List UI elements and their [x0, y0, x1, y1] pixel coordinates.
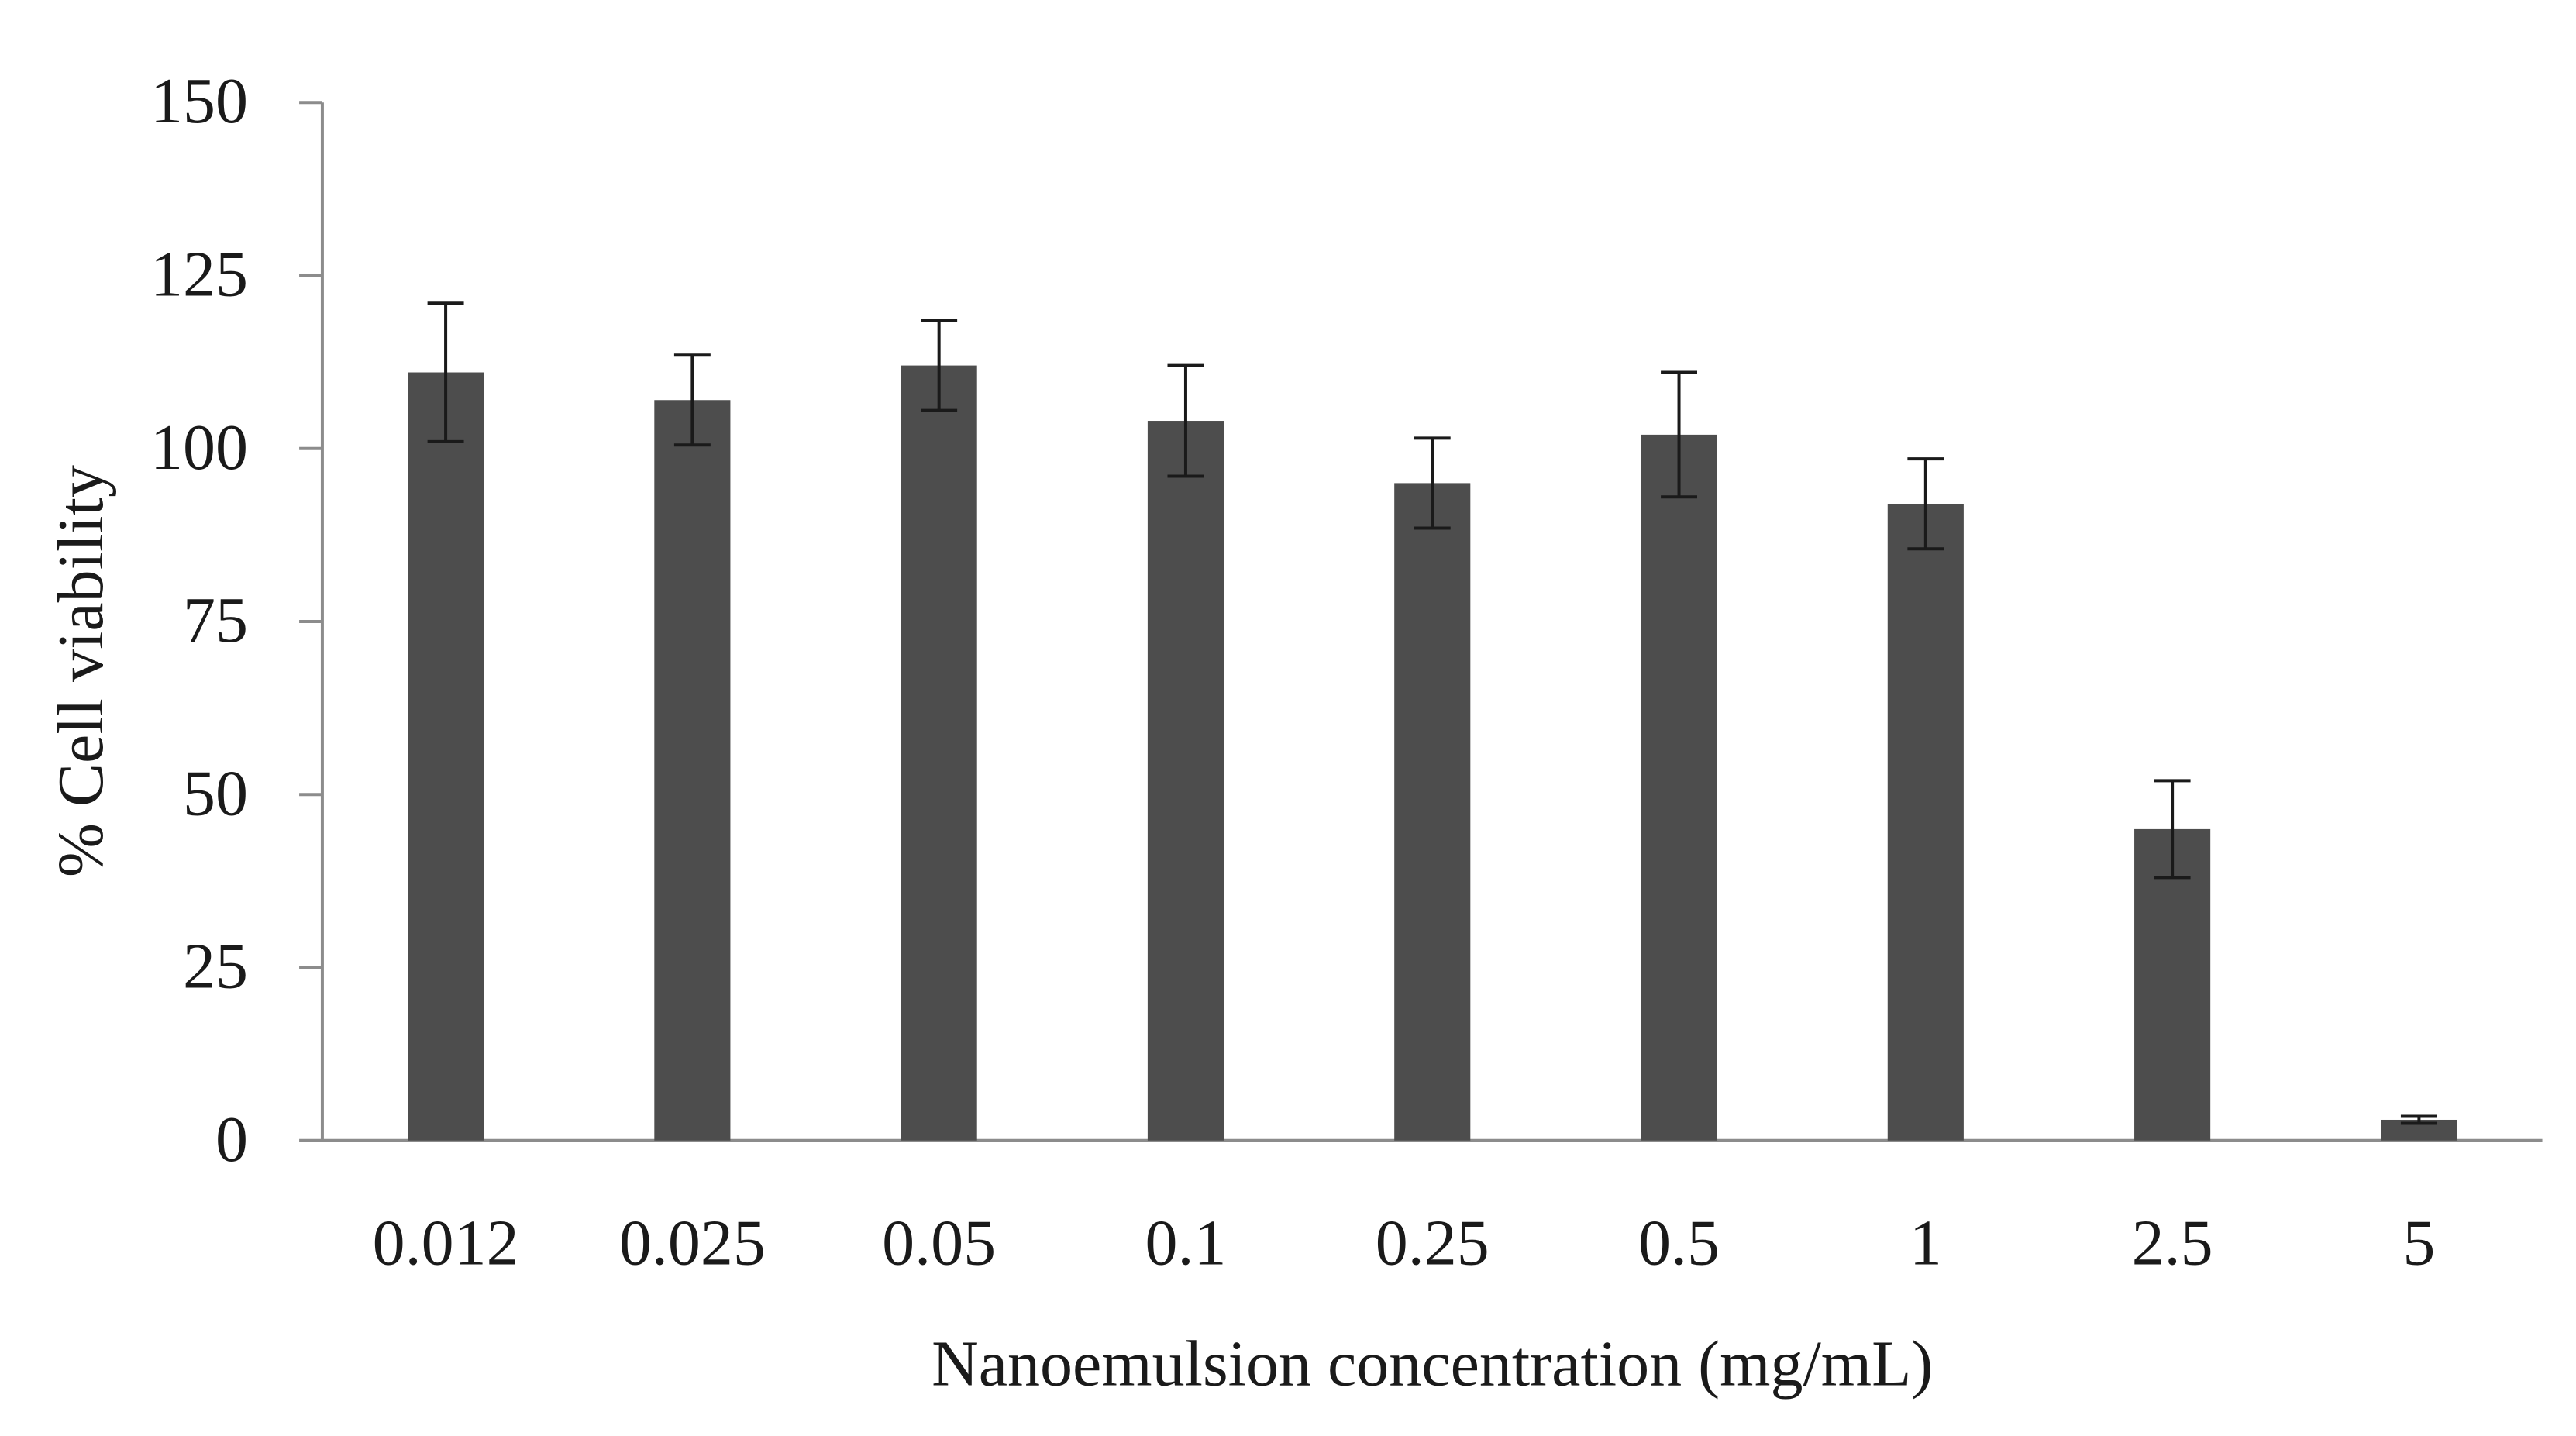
y-axis-label: % Cell viability [45, 465, 117, 877]
x-tick-label: 0.5 [1638, 1207, 1720, 1279]
x-tick-label: 2.5 [2132, 1207, 2213, 1279]
y-tick-label: 150 [150, 65, 248, 137]
y-tick-label: 100 [150, 412, 248, 484]
x-tick-label: 0.25 [1376, 1207, 1489, 1279]
x-tick-label: 0.05 [882, 1207, 996, 1279]
bars [408, 365, 2457, 1141]
y-tick-label: 75 [183, 584, 248, 656]
error-bar [1661, 370, 1697, 499]
error-bar [673, 353, 711, 447]
y-tick-label: 0 [215, 1104, 248, 1176]
error-bars [427, 301, 2437, 1125]
x-tick-label: 5 [2402, 1207, 2435, 1279]
bar [1147, 421, 1224, 1141]
bar [654, 400, 731, 1141]
bar [2134, 828, 2211, 1141]
error-bar [2154, 779, 2191, 880]
x-tick-labels: 0.012 0.025 0.05 0.1 0.25 0.5 1 2.5 5 [373, 1207, 2436, 1279]
x-tick-label: 0.012 [373, 1207, 519, 1279]
y-tick-label: 125 [150, 239, 248, 311]
x-axis-label: Nanoemulsion concentration (mg/mL) [932, 1328, 1933, 1400]
error-bar [1414, 436, 1451, 530]
x-tick-label: 0.1 [1145, 1207, 1226, 1279]
bar [408, 372, 484, 1141]
x-tick-label: 1 [1910, 1207, 1942, 1279]
error-bar [427, 301, 464, 443]
bar [1641, 434, 1717, 1141]
bar [901, 365, 977, 1141]
error-bar [921, 319, 958, 412]
bar [1394, 483, 1471, 1141]
error-bar [1907, 457, 1944, 551]
y-tick-label: 25 [183, 931, 248, 1003]
bar [1887, 504, 1964, 1141]
error-bar [2400, 1114, 2437, 1125]
error-bar [1167, 363, 1204, 478]
x-tick-label: 0.025 [619, 1207, 766, 1279]
y-tick-labels: 0 25 50 75 100 125 150 [150, 65, 248, 1176]
y-tick-label: 50 [183, 757, 248, 829]
